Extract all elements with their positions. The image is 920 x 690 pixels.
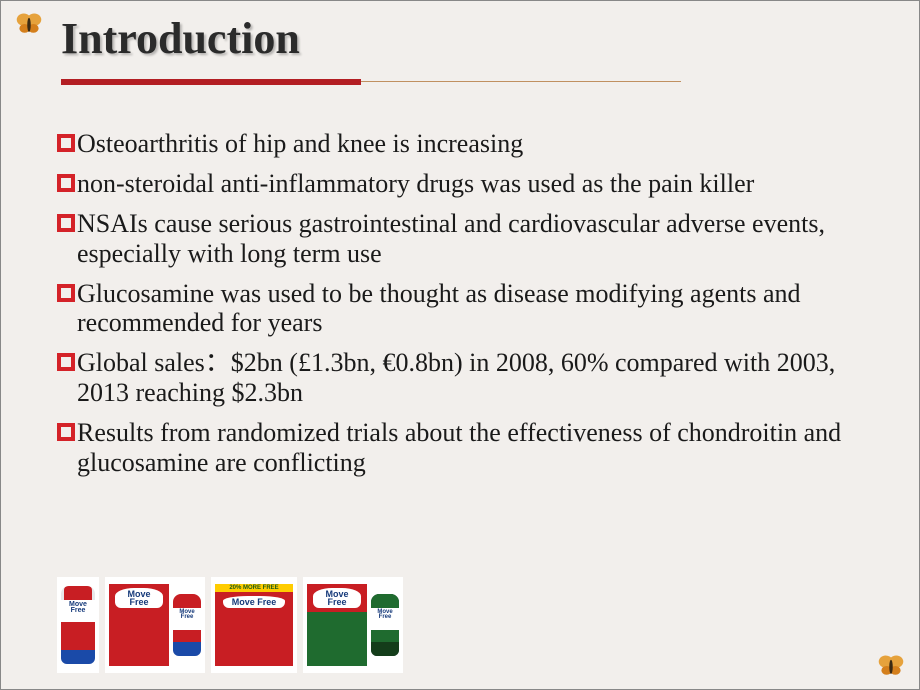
title-underline-accent [61,79,361,85]
slide-title: Introduction [61,13,300,64]
product-image: Move FreeMove Free [105,577,205,673]
product-image: 20% MORE FREEMove Free [211,577,297,673]
bullet-item: NSAIs cause serious gastrointestinal and… [57,209,867,269]
bullet-item: non-steroidal anti-inflammatory drugs wa… [57,169,867,199]
product-image: Move FreeMove Free [303,577,403,673]
bullet-marker-icon [57,423,75,441]
bullet-text: Glucosamine was used to be thought as di… [77,279,867,339]
bullet-text: NSAIs cause serious gastrointestinal and… [77,209,867,269]
butterfly-decoration-top [15,11,43,37]
bullet-marker-icon [57,174,75,192]
butterfly-decoration-bottom [877,653,905,679]
bullet-text: Global sales：$2bn (£1.3bn, €0.8bn) in 20… [77,348,867,408]
bullet-item: Global sales：$2bn (£1.3bn, €0.8bn) in 20… [57,348,867,408]
product-image: Move Free [57,577,99,673]
bullet-marker-icon [57,353,75,371]
product-images-row: Move FreeMove FreeMove Free20% MORE FREE… [57,577,403,673]
bullet-item: Glucosamine was used to be thought as di… [57,279,867,339]
bullet-text: Osteoarthritis of hip and knee is increa… [77,129,523,159]
bullet-marker-icon [57,134,75,152]
bullet-item: Results from randomized trials about the… [57,418,867,478]
bullet-marker-icon [57,284,75,302]
bullet-list: Osteoarthritis of hip and knee is increa… [57,129,867,488]
bullet-text: Results from randomized trials about the… [77,418,867,478]
bullet-marker-icon [57,214,75,232]
title-underline-thin [361,81,681,82]
bullet-item: Osteoarthritis of hip and knee is increa… [57,129,867,159]
bullet-text: non-steroidal anti-inflammatory drugs wa… [77,169,754,199]
